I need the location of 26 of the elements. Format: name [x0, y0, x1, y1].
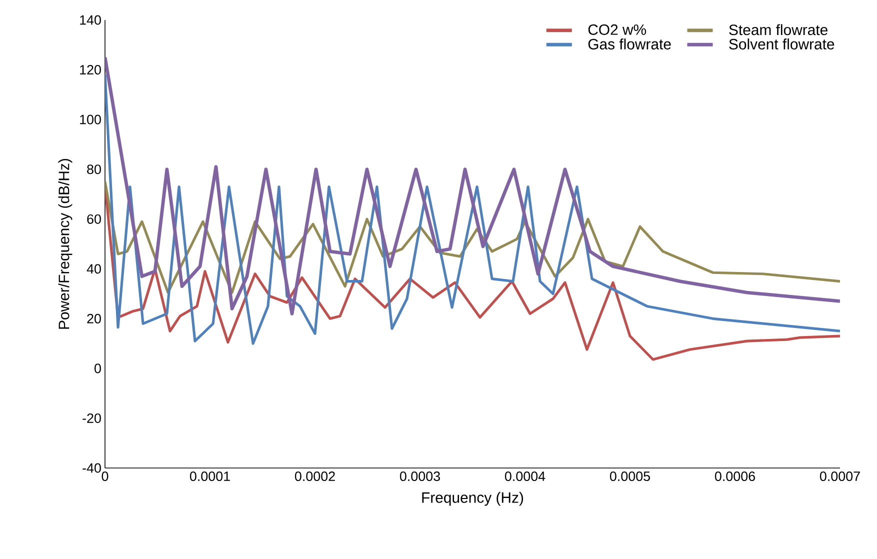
y-tick-label: 80: [87, 164, 101, 174]
legend-label: Solvent flowrate: [729, 38, 834, 50]
line-series: [105, 73, 840, 345]
x-tick-label: 0.0006: [714, 472, 755, 482]
y-tick-label: 40: [86, 264, 101, 274]
x-axis-title: Frequency (Hz): [422, 492, 524, 506]
legend-label: CO2 w%: [588, 24, 646, 35]
y-tick-label: -20: [82, 413, 101, 423]
y-tick-label: 140: [80, 15, 101, 25]
line-series: [105, 56, 840, 316]
y-tick-label: 20: [87, 314, 101, 324]
legend-label: Steam flowrate: [729, 24, 828, 36]
y-tick-label: -40: [82, 463, 101, 473]
x-tick-label: 0.0003: [400, 472, 440, 482]
y-tick-label: 120: [80, 65, 101, 75]
x-tick-label: 0.0007: [820, 472, 860, 482]
legend-label: Gas flowrate: [588, 38, 671, 50]
y-tick-label: 0: [94, 364, 101, 374]
y-axis-title: Power/Frequency (dB/Hz): [58, 159, 72, 329]
y-tick-label: 100: [80, 114, 101, 124]
x-tick-label: 0.0005: [610, 472, 650, 482]
x-tick-label: 0.0001: [190, 472, 230, 482]
x-tick-label: 0.0004: [504, 472, 546, 482]
y-tick-label: 60: [87, 214, 101, 224]
x-tick-label: 0: [102, 472, 108, 482]
x-tick-label: 0.0002: [294, 472, 335, 482]
